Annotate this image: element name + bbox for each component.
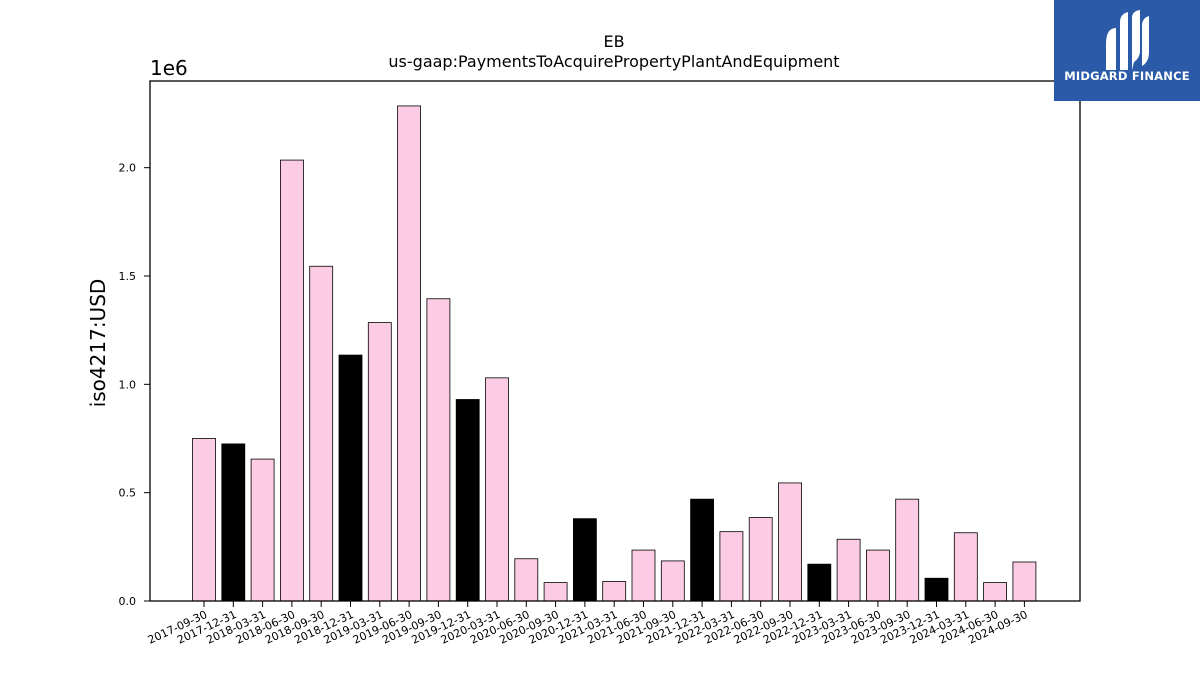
bar-2022-03-31: [719, 531, 744, 602]
bar-2018-03-31: [250, 458, 275, 602]
bar-2020-06-30: [514, 558, 539, 602]
y-tick-label: 1.5: [119, 270, 137, 283]
bar-2020-09-30: [543, 582, 568, 602]
brand-logo: MIDGARD FINANCE: [1054, 0, 1200, 101]
chart-title: EB: [603, 32, 625, 51]
bar-2024-03-31: [953, 532, 978, 602]
bar-2024-09-30: [1012, 561, 1037, 602]
bar-2017-12-31: [221, 443, 246, 602]
midgard-logo-icon: [1106, 10, 1149, 70]
y-tick-label: 0.0: [119, 595, 137, 608]
bar-2020-12-31: [573, 518, 597, 602]
bar-2021-09-30: [660, 560, 685, 602]
bar-2023-03-31: [836, 538, 861, 602]
bar-2022-06-30: [748, 517, 773, 602]
bar-2019-06-30: [397, 105, 422, 602]
y-tick-label: 2.0: [119, 162, 137, 175]
bar-2021-06-30: [631, 549, 656, 602]
bar-2021-03-31: [602, 581, 627, 602]
bar-2024-06-30: [983, 582, 1007, 602]
bar-2020-03-31: [485, 377, 509, 602]
bar-2019-03-31: [367, 322, 392, 602]
bar-2023-12-31: [924, 577, 949, 602]
bar-2022-09-30: [778, 482, 802, 602]
y-tick-label: 0.5: [119, 487, 137, 500]
bar-2017-09-30: [192, 438, 216, 602]
bars-group: [192, 105, 1037, 602]
bar-2022-12-31: [807, 563, 832, 602]
bar-2021-12-31: [690, 498, 714, 602]
plot-frame: [149, 80, 1081, 602]
bar-2019-09-30: [426, 298, 451, 602]
y-tick-label: 1.0: [119, 378, 137, 391]
bar-2019-12-31: [455, 399, 480, 602]
bar-2018-12-31: [338, 354, 363, 602]
bar-2023-09-30: [895, 498, 920, 602]
bar-2018-06-30: [279, 159, 304, 602]
bar-2023-06-30: [866, 549, 890, 602]
axis-scale-label: 1e6: [150, 56, 188, 80]
x-axis: 2017-09-302017-12-312018-03-312018-06-30…: [146, 601, 1030, 647]
y-axis-label: iso4217:USD: [86, 279, 110, 408]
bar-2018-09-30: [309, 265, 334, 602]
chart-subtitle: us-gaap:PaymentsToAcquirePropertyPlantAn…: [388, 52, 840, 71]
brand-name: MIDGARD FINANCE: [1064, 69, 1190, 83]
y-axis: 0.0 0.5 1.0 1.5 2.0: [119, 162, 150, 608]
